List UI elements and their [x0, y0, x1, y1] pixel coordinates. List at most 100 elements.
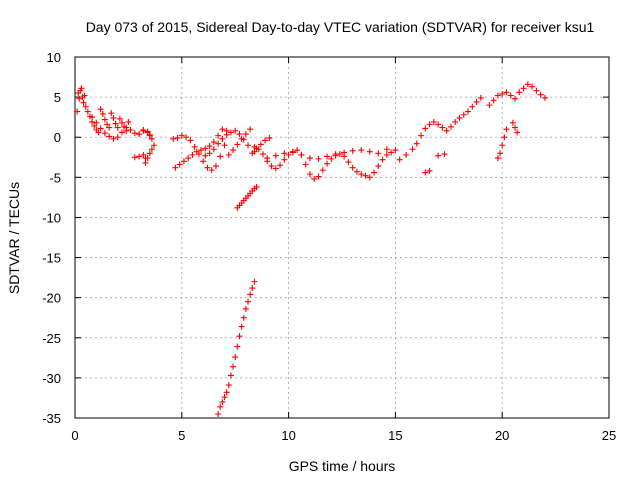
- data-point: [503, 126, 510, 133]
- data-point: [499, 142, 506, 149]
- data-point: [349, 164, 356, 171]
- data-point: [503, 89, 510, 96]
- data-point: [319, 167, 326, 174]
- data-point: [110, 135, 117, 142]
- data-point: [74, 108, 81, 115]
- data-point: [245, 298, 252, 305]
- data-point: [311, 175, 318, 182]
- data-point: [371, 169, 378, 176]
- data-point: [206, 150, 213, 157]
- data-point: [234, 141, 241, 148]
- data-point: [95, 129, 102, 136]
- data-point: [435, 152, 442, 159]
- data-point: [264, 155, 271, 162]
- data-point: [516, 89, 523, 96]
- data-point: [262, 137, 269, 144]
- y-axis-label: SDTVAR / TECUs: [6, 182, 22, 294]
- data-point: [185, 155, 192, 162]
- data-point: [426, 121, 433, 128]
- data-point: [191, 143, 198, 150]
- data-point: [443, 127, 450, 134]
- data-point: [112, 120, 119, 127]
- data-point: [452, 118, 459, 125]
- data-point: [230, 363, 237, 370]
- data-point: [238, 135, 245, 142]
- data-point: [294, 147, 301, 154]
- data-point: [101, 116, 108, 123]
- data-point: [82, 103, 89, 110]
- data-point: [366, 148, 373, 155]
- data-point: [202, 152, 209, 159]
- data-point: [302, 161, 309, 168]
- data-point: [80, 99, 87, 106]
- data-point: [345, 159, 352, 166]
- data-point: [249, 285, 256, 292]
- data-point: [245, 142, 252, 149]
- data-point: [151, 142, 158, 149]
- data-point: [189, 151, 196, 158]
- x-tick-label: 5: [178, 428, 185, 443]
- data-point: [174, 135, 181, 142]
- data-point: [409, 146, 416, 153]
- data-point: [306, 171, 313, 178]
- data-point: [114, 124, 121, 131]
- data-point: [441, 151, 448, 158]
- data-point: [123, 124, 130, 131]
- data-point: [225, 382, 232, 389]
- y-tick-label: -30: [42, 371, 61, 386]
- data-point: [403, 151, 410, 158]
- data-point: [512, 95, 519, 102]
- data-point: [217, 153, 224, 160]
- data-point: [148, 146, 155, 153]
- data-point: [210, 146, 217, 153]
- data-point: [176, 161, 183, 168]
- data-point: [469, 103, 476, 110]
- data-point: [456, 114, 463, 121]
- data-point: [146, 131, 153, 138]
- data-point: [509, 119, 516, 126]
- data-point: [460, 111, 467, 118]
- data-point: [97, 106, 104, 113]
- data-point: [383, 151, 390, 158]
- data-point: [349, 147, 356, 154]
- data-point: [447, 123, 454, 130]
- y-tick-label: -5: [49, 170, 61, 185]
- data-point: [236, 333, 243, 340]
- data-point: [514, 129, 521, 136]
- data-point: [430, 118, 437, 125]
- data-point: [494, 92, 501, 99]
- series-mid-band-upper: [264, 146, 390, 162]
- data-point: [234, 343, 241, 350]
- data-point: [136, 131, 143, 138]
- data-point: [78, 85, 85, 92]
- data-point: [172, 164, 179, 171]
- data-point: [497, 150, 504, 157]
- data-point: [225, 151, 232, 158]
- data-point: [473, 98, 480, 105]
- data-point: [136, 153, 143, 160]
- data-point: [298, 151, 305, 158]
- data-point: [477, 94, 484, 101]
- series-end-cluster: [486, 81, 548, 162]
- data-point: [193, 148, 200, 155]
- y-tick-label: -20: [42, 291, 61, 306]
- data-point: [110, 114, 117, 121]
- series-steep-line: [215, 278, 258, 417]
- data-point: [494, 155, 501, 162]
- data-point: [219, 126, 226, 133]
- x-axis-label: GPS time / hours: [289, 458, 396, 474]
- data-point: [219, 398, 226, 405]
- chart-title: Day 073 of 2015, Sidereal Day-to-day VTE…: [86, 19, 595, 35]
- data-point: [285, 151, 292, 158]
- data-point: [306, 155, 313, 162]
- data-point: [146, 150, 153, 157]
- data-point: [99, 110, 106, 117]
- data-point: [388, 149, 395, 156]
- data-point: [422, 125, 429, 132]
- data-point: [238, 323, 245, 330]
- data-point: [268, 163, 275, 170]
- data-point: [358, 147, 365, 154]
- data-point: [324, 160, 331, 167]
- data-point: [242, 131, 249, 138]
